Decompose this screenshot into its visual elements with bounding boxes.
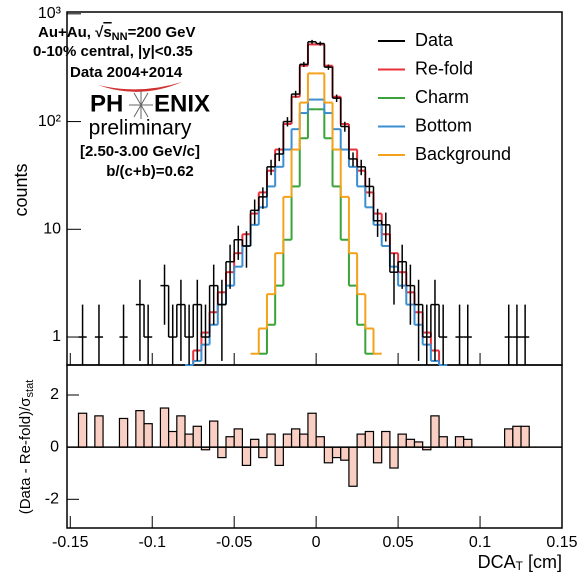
ratio-bar (258, 446, 268, 459)
annotation: [2.50-3.00 GeV/c] (80, 143, 200, 160)
ratio-bar (118, 417, 129, 448)
ratio-bar (184, 433, 194, 448)
ratio-bar (356, 433, 366, 448)
ratio-bar (307, 412, 317, 448)
y-tick-label: 10 (43, 221, 61, 238)
ratio-bar (299, 433, 309, 448)
ratio-bar (241, 446, 252, 467)
ratio-bar (282, 433, 293, 448)
ratio-bar (192, 425, 203, 448)
logo-text: ENIX (154, 90, 210, 117)
y-axis-title: counts (11, 163, 31, 216)
annotation: preliminary (89, 117, 192, 140)
ratio-bar (331, 446, 342, 459)
y2-tick-label: 0 (50, 438, 59, 455)
ratio-bar (135, 410, 145, 448)
ratio-bar (364, 430, 375, 448)
ratio-bar (94, 415, 104, 448)
y-tick-label: 10² (38, 113, 62, 130)
x-axis-title: DCAT [cm] (478, 552, 562, 573)
ratio-bar (274, 446, 284, 467)
ratio-bar (290, 428, 301, 448)
ratio-bar (454, 436, 465, 448)
ratio-bar (389, 446, 399, 469)
logo-text: PH (90, 90, 123, 117)
ratio-bar (405, 438, 416, 448)
x-tick-label: 0.05 (383, 534, 414, 551)
ratio-bar (217, 446, 227, 459)
x-tick-label: 0 (312, 534, 321, 551)
ratio-bar (413, 441, 424, 448)
ratio-bar (315, 436, 325, 448)
x-tick-label: 0.1 (469, 534, 491, 551)
x-tick-label: -0.05 (216, 534, 253, 551)
legend-label: Charm (415, 87, 469, 107)
annotation: Data 2004+2014 (70, 64, 183, 81)
ratio-bar (340, 446, 350, 461)
legend-label: Background (415, 144, 511, 164)
ratio-bar (168, 430, 178, 448)
x-tick-label: -0.1 (138, 534, 166, 551)
y2-tick-label: 2 (50, 386, 59, 403)
ratio-bar (323, 446, 334, 464)
y2-axis-title: (Data - Re-fold)/σstat (17, 380, 36, 515)
y-tick-label: 10³ (38, 5, 62, 22)
ratio-bar (249, 438, 260, 448)
ratio-bar (463, 438, 473, 448)
ratio-bar (208, 420, 219, 448)
logo-swoosh (98, 82, 182, 92)
ratio-bar (143, 423, 153, 448)
x-tick-label: -0.15 (52, 534, 89, 551)
ratio-bar (77, 412, 88, 448)
ratio-bar (520, 425, 530, 448)
ratio-bar (438, 436, 448, 448)
x-tick-label: 0.15 (546, 534, 577, 551)
legend-label: Bottom (415, 115, 472, 135)
annotation: b/(c+b)=0.62 (106, 163, 194, 180)
ratio-bar (159, 407, 170, 448)
ratio-bar (504, 428, 514, 448)
ratio-bar (372, 446, 383, 464)
annotation: 0-10% central, |y|<0.35 (33, 43, 193, 60)
ratio-bar (233, 428, 243, 448)
annotation: Au+Au, √sNN=200 GeV (38, 24, 196, 43)
ratio-bar (266, 433, 276, 448)
ratio-bar (381, 430, 391, 448)
ratio-bar (225, 436, 235, 448)
logo-star (129, 91, 153, 119)
y2-tick-label: -2 (45, 491, 59, 508)
ratio-bar (348, 446, 358, 487)
ratio-bar (512, 425, 522, 448)
ratio-bar (176, 415, 186, 448)
y-tick-label: 1 (52, 328, 61, 345)
ratio-bar (397, 433, 407, 448)
ratio-bar (430, 415, 440, 448)
legend-label: Re-fold (415, 58, 473, 78)
legend-label: Data (415, 30, 454, 50)
